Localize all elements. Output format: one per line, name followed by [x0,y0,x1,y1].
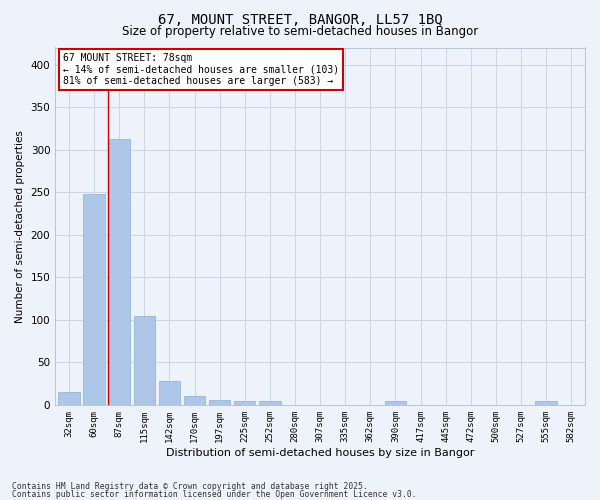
Text: 67 MOUNT STREET: 78sqm
← 14% of semi-detached houses are smaller (103)
81% of se: 67 MOUNT STREET: 78sqm ← 14% of semi-det… [63,53,339,86]
Bar [109,140,130,405]
Text: 67, MOUNT STREET, BANGOR, LL57 1BQ: 67, MOUNT STREET, BANGOR, LL57 1BQ [158,12,442,26]
Bar [535,402,557,405]
Bar [134,316,155,405]
Text: Size of property relative to semi-detached houses in Bangor: Size of property relative to semi-detach… [122,25,478,38]
Bar [83,194,105,405]
Bar [234,400,256,405]
Bar [385,402,406,405]
Bar [58,392,80,405]
Y-axis label: Number of semi-detached properties: Number of semi-detached properties [15,130,25,322]
Bar [259,402,281,405]
Bar [209,400,230,405]
Text: Contains HM Land Registry data © Crown copyright and database right 2025.: Contains HM Land Registry data © Crown c… [12,482,368,491]
Text: Contains public sector information licensed under the Open Government Licence v3: Contains public sector information licen… [12,490,416,499]
Bar [184,396,205,405]
X-axis label: Distribution of semi-detached houses by size in Bangor: Distribution of semi-detached houses by … [166,448,474,458]
Bar [159,381,180,405]
